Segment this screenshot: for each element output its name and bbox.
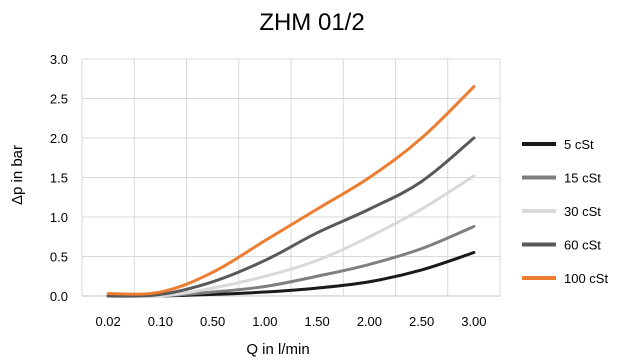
series-group — [106, 85, 476, 299]
y-tick-label: 3.0 — [50, 52, 68, 67]
series-line-100-cst — [106, 85, 476, 296]
y-tick-label: 0.0 — [50, 289, 68, 304]
legend-label: 30 cSt — [564, 204, 601, 219]
x-tick-label: 2.50 — [409, 314, 434, 329]
y-tick-label: 0.5 — [50, 250, 68, 265]
legend-label: 100 cSt — [564, 271, 608, 286]
grid — [81, 58, 501, 297]
x-ticks: 0.02 0.10 0.50 1.00 1.50 2.00 2.50 3.00 — [95, 314, 486, 329]
x-tick-label: 1.00 — [252, 314, 277, 329]
x-tick-label: 2.00 — [357, 314, 382, 329]
chart-title: ZHM 01/2 — [259, 9, 364, 36]
y-axis-label: Δp in bar — [9, 145, 26, 205]
legend-label: 15 cSt — [564, 171, 601, 186]
y-tick-label: 1.0 — [50, 210, 68, 225]
x-tick-label: 0.50 — [200, 314, 225, 329]
x-tick-label: 3.00 — [461, 314, 486, 329]
legend: 5 cSt 15 cSt 30 cSt 60 cSt 100 cSt — [522, 137, 608, 286]
series-line-60-cst — [106, 136, 476, 298]
legend-label: 5 cSt — [564, 137, 594, 152]
x-axis-label: Q in l/min — [246, 341, 309, 358]
legend-label: 60 cSt — [564, 238, 601, 253]
x-tick-label: 1.50 — [304, 314, 329, 329]
x-tick-label: 0.10 — [148, 314, 173, 329]
y-ticks: 0.0 0.5 1.0 1.5 2.0 2.5 3.0 — [50, 52, 68, 304]
y-tick-label: 2.5 — [50, 92, 68, 107]
y-tick-label: 2.0 — [50, 131, 68, 146]
x-tick-label: 0.02 — [95, 314, 120, 329]
y-tick-label: 1.5 — [50, 171, 68, 186]
series-line-30-cst — [106, 174, 476, 299]
